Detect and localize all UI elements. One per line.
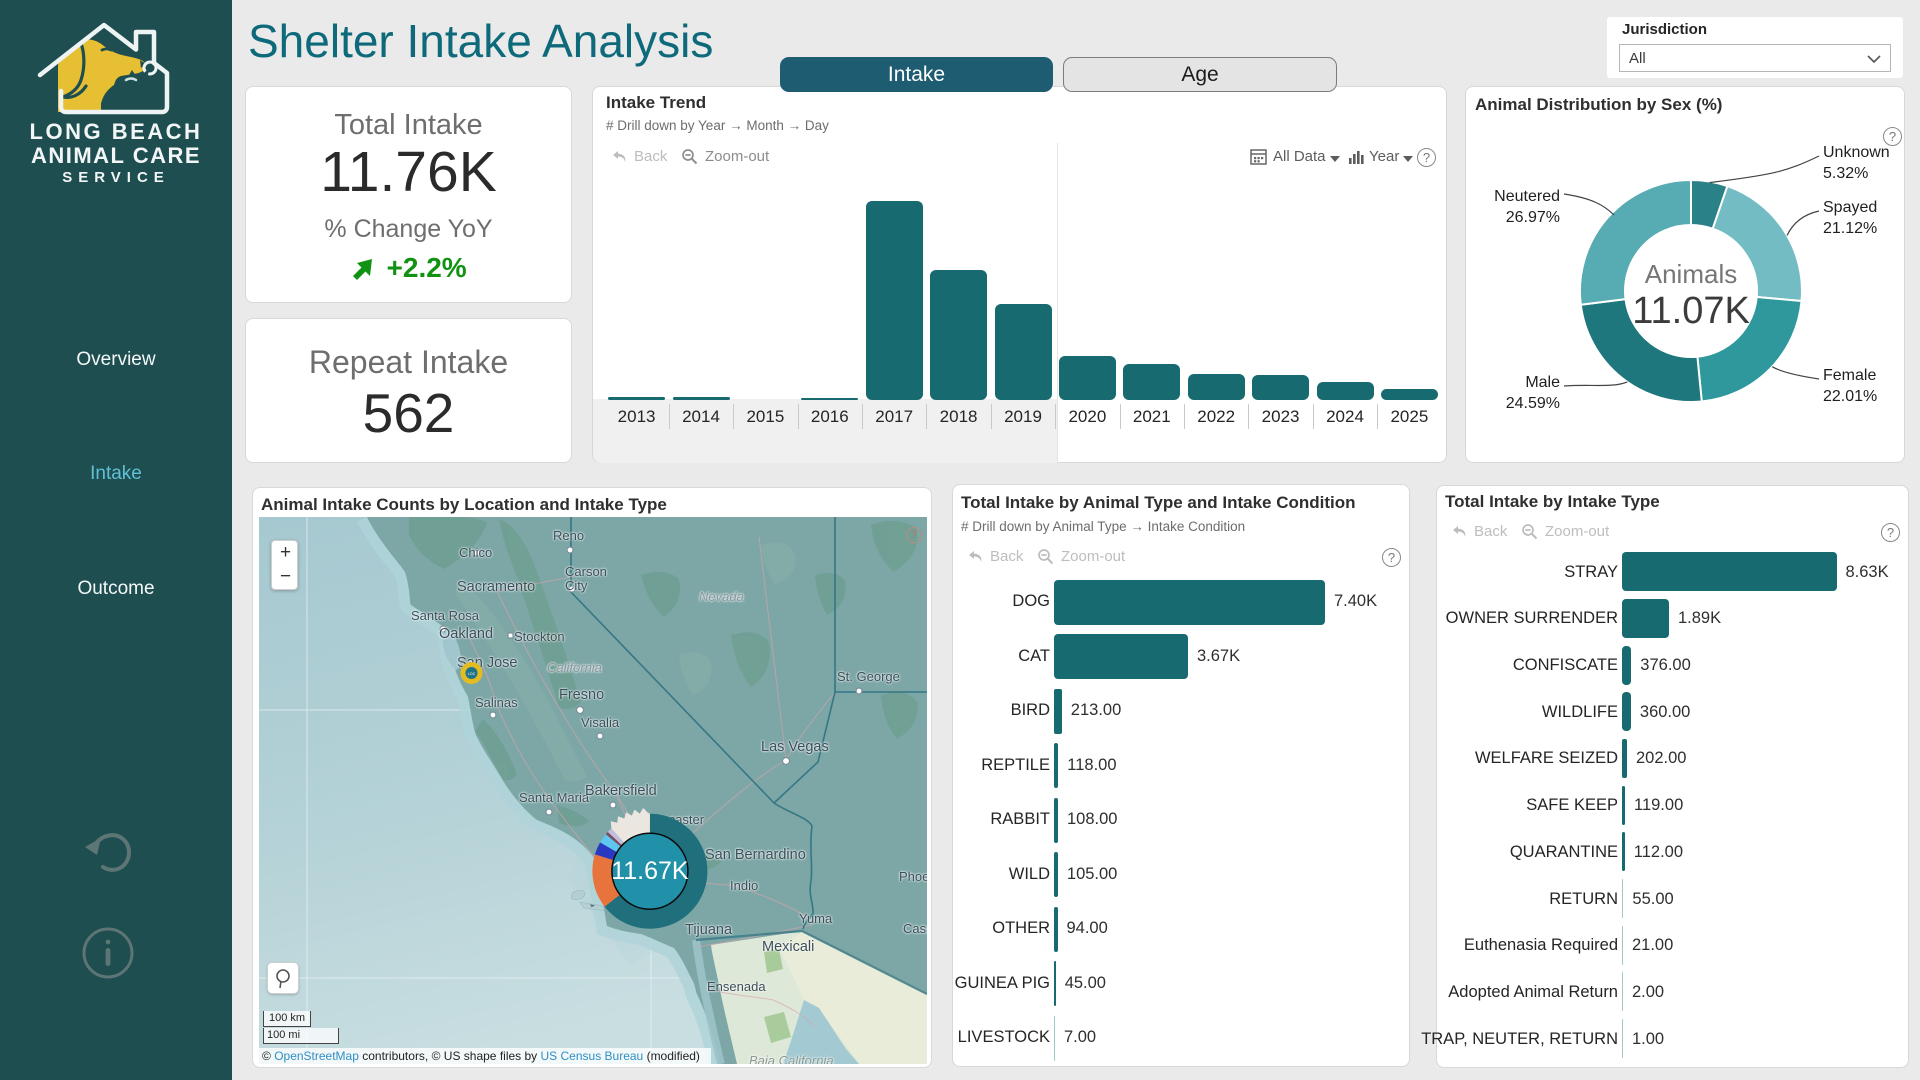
svg-text:LOC: LOC	[468, 672, 476, 676]
svg-text:11.67K: 11.67K	[611, 857, 689, 885]
